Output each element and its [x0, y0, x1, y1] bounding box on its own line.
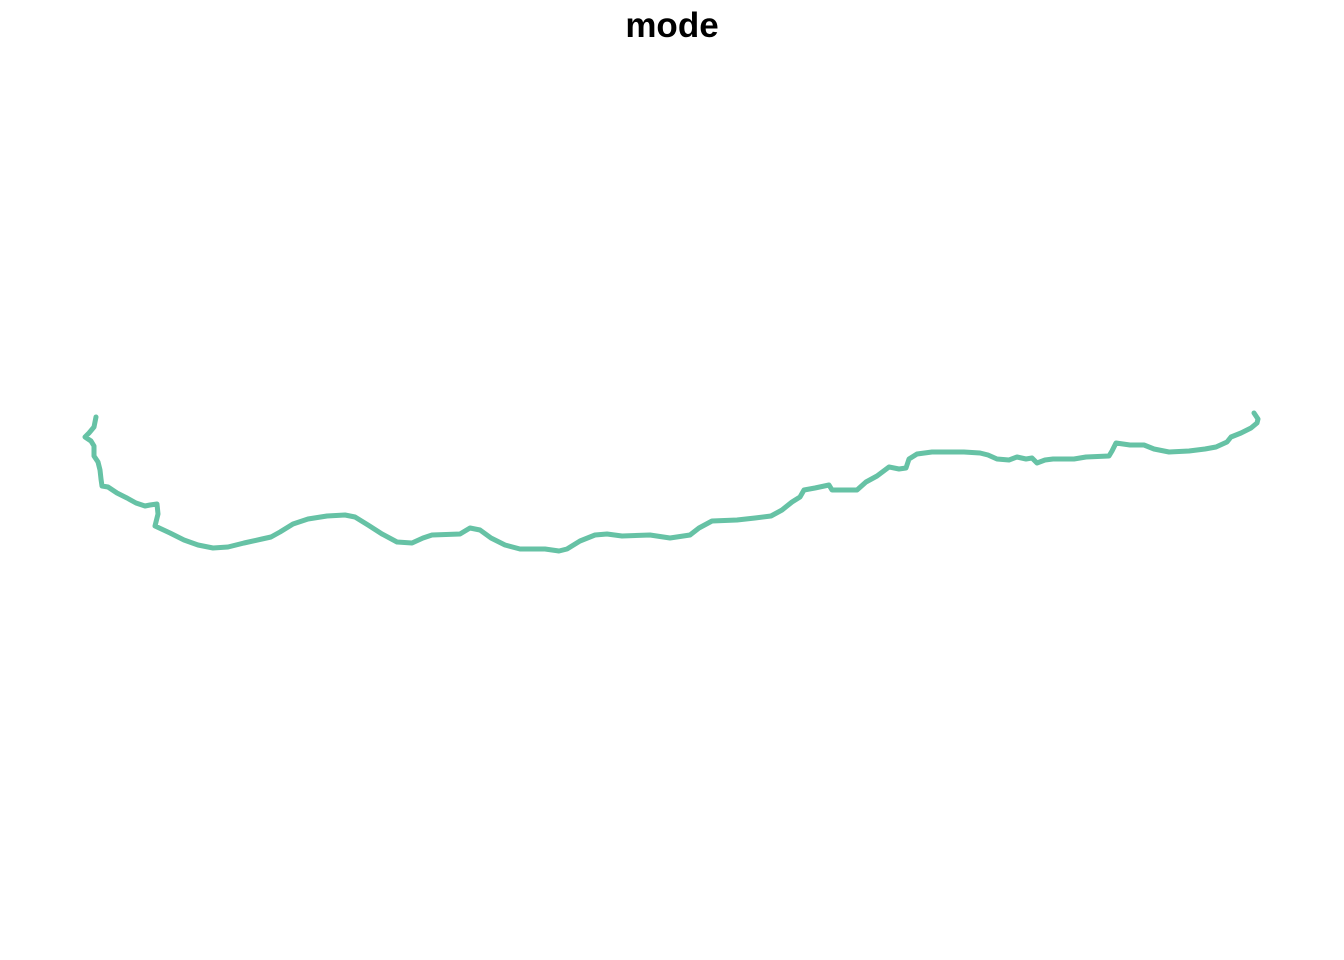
- map-title: mode: [625, 6, 719, 45]
- route-line: [82, 410, 1261, 554]
